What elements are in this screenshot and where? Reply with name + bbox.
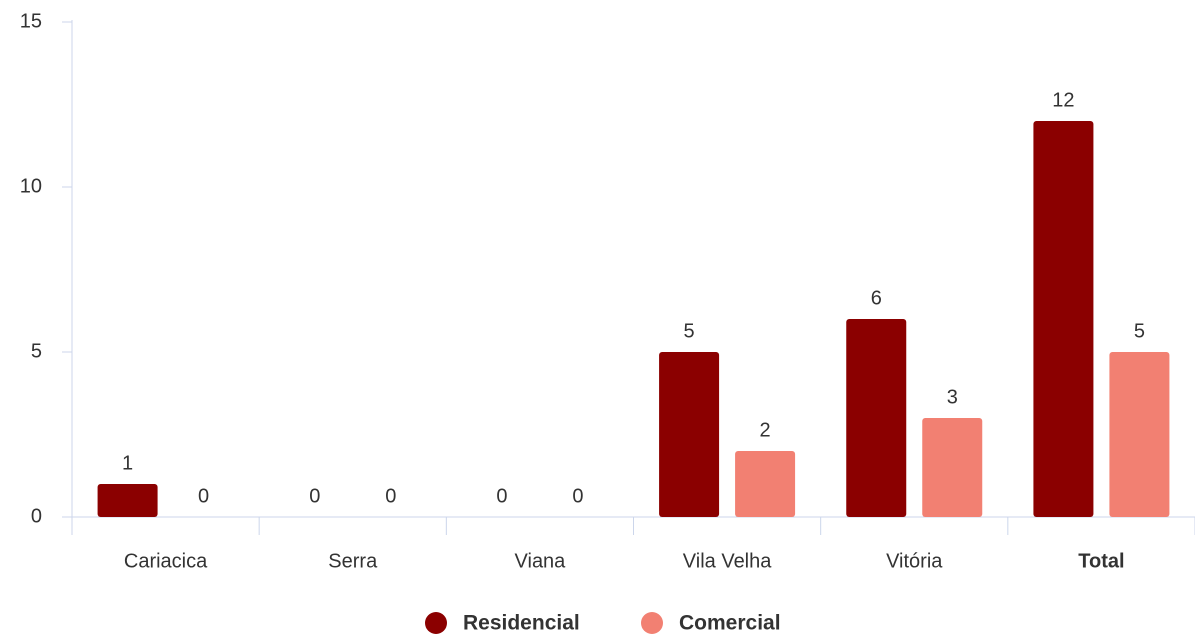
bar	[97, 484, 158, 517]
x-tick-label: Total	[1078, 550, 1124, 572]
bar	[846, 319, 907, 517]
legend-label: Comercial	[679, 612, 781, 634]
legend-marker	[425, 612, 447, 634]
data-label: 2	[760, 419, 771, 441]
data-label: 12	[1052, 89, 1074, 111]
x-tick-label: Viana	[515, 550, 567, 572]
data-label: 0	[496, 485, 507, 507]
y-tick-label: 15	[20, 10, 42, 32]
data-label: 0	[198, 485, 209, 507]
x-tick-label: Cariacica	[124, 550, 208, 572]
bar	[659, 352, 720, 517]
legend: Residencial Comercial	[425, 612, 781, 635]
data-label: 5	[1134, 320, 1145, 342]
y-tick-label: 5	[31, 340, 42, 362]
data-label: 1	[122, 452, 133, 474]
y-tick-label: 10	[20, 175, 42, 197]
x-tick-label: Vitória	[886, 550, 943, 572]
legend-marker	[641, 612, 663, 634]
data-label: 0	[309, 485, 320, 507]
data-label: 0	[385, 485, 396, 507]
bar	[735, 451, 796, 517]
x-tick-label: Serra	[328, 550, 378, 572]
data-label: 0	[572, 485, 583, 507]
data-label: 6	[871, 287, 882, 309]
data-label: 5	[684, 320, 695, 342]
legend-label: Residencial	[463, 612, 580, 634]
bar	[1033, 121, 1094, 517]
data-label: 3	[947, 386, 958, 408]
bar	[1109, 352, 1170, 517]
x-tick-label: Vila Velha	[683, 550, 772, 572]
bar	[922, 418, 983, 517]
y-tick-label: 0	[31, 505, 42, 527]
